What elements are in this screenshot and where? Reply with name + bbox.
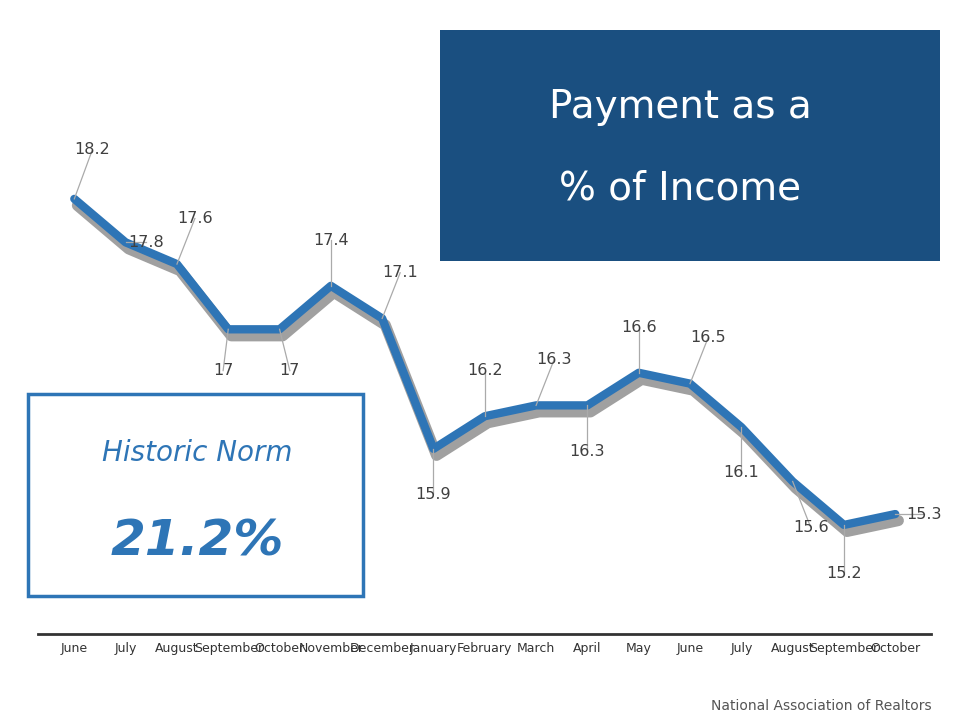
Text: 17.1: 17.1 [382, 265, 418, 280]
Text: Historic Norm: Historic Norm [103, 439, 293, 467]
Text: 18.2: 18.2 [75, 143, 110, 158]
Text: % of Income: % of Income [559, 169, 801, 207]
FancyBboxPatch shape [29, 395, 363, 596]
Text: 17.8: 17.8 [129, 235, 164, 250]
Text: 17: 17 [279, 363, 300, 378]
Text: 21.2%: 21.2% [110, 517, 284, 565]
Text: 17.6: 17.6 [177, 211, 213, 226]
Text: 15.9: 15.9 [416, 487, 451, 502]
Text: 17: 17 [213, 363, 233, 378]
Text: 17.4: 17.4 [313, 233, 348, 248]
Text: 16.3: 16.3 [537, 352, 572, 367]
Text: 15.2: 15.2 [827, 567, 862, 581]
Text: 16.6: 16.6 [621, 320, 657, 335]
Text: Payment as a: Payment as a [548, 88, 811, 126]
Text: 16.3: 16.3 [569, 444, 605, 459]
Text: 15.3: 15.3 [905, 507, 941, 521]
FancyBboxPatch shape [440, 30, 940, 261]
Text: National Association of Realtors: National Association of Realtors [710, 699, 931, 713]
Text: 16.1: 16.1 [724, 465, 759, 480]
Text: 16.5: 16.5 [690, 330, 726, 346]
Text: 16.2: 16.2 [467, 363, 503, 378]
Text: 15.6: 15.6 [793, 520, 828, 534]
